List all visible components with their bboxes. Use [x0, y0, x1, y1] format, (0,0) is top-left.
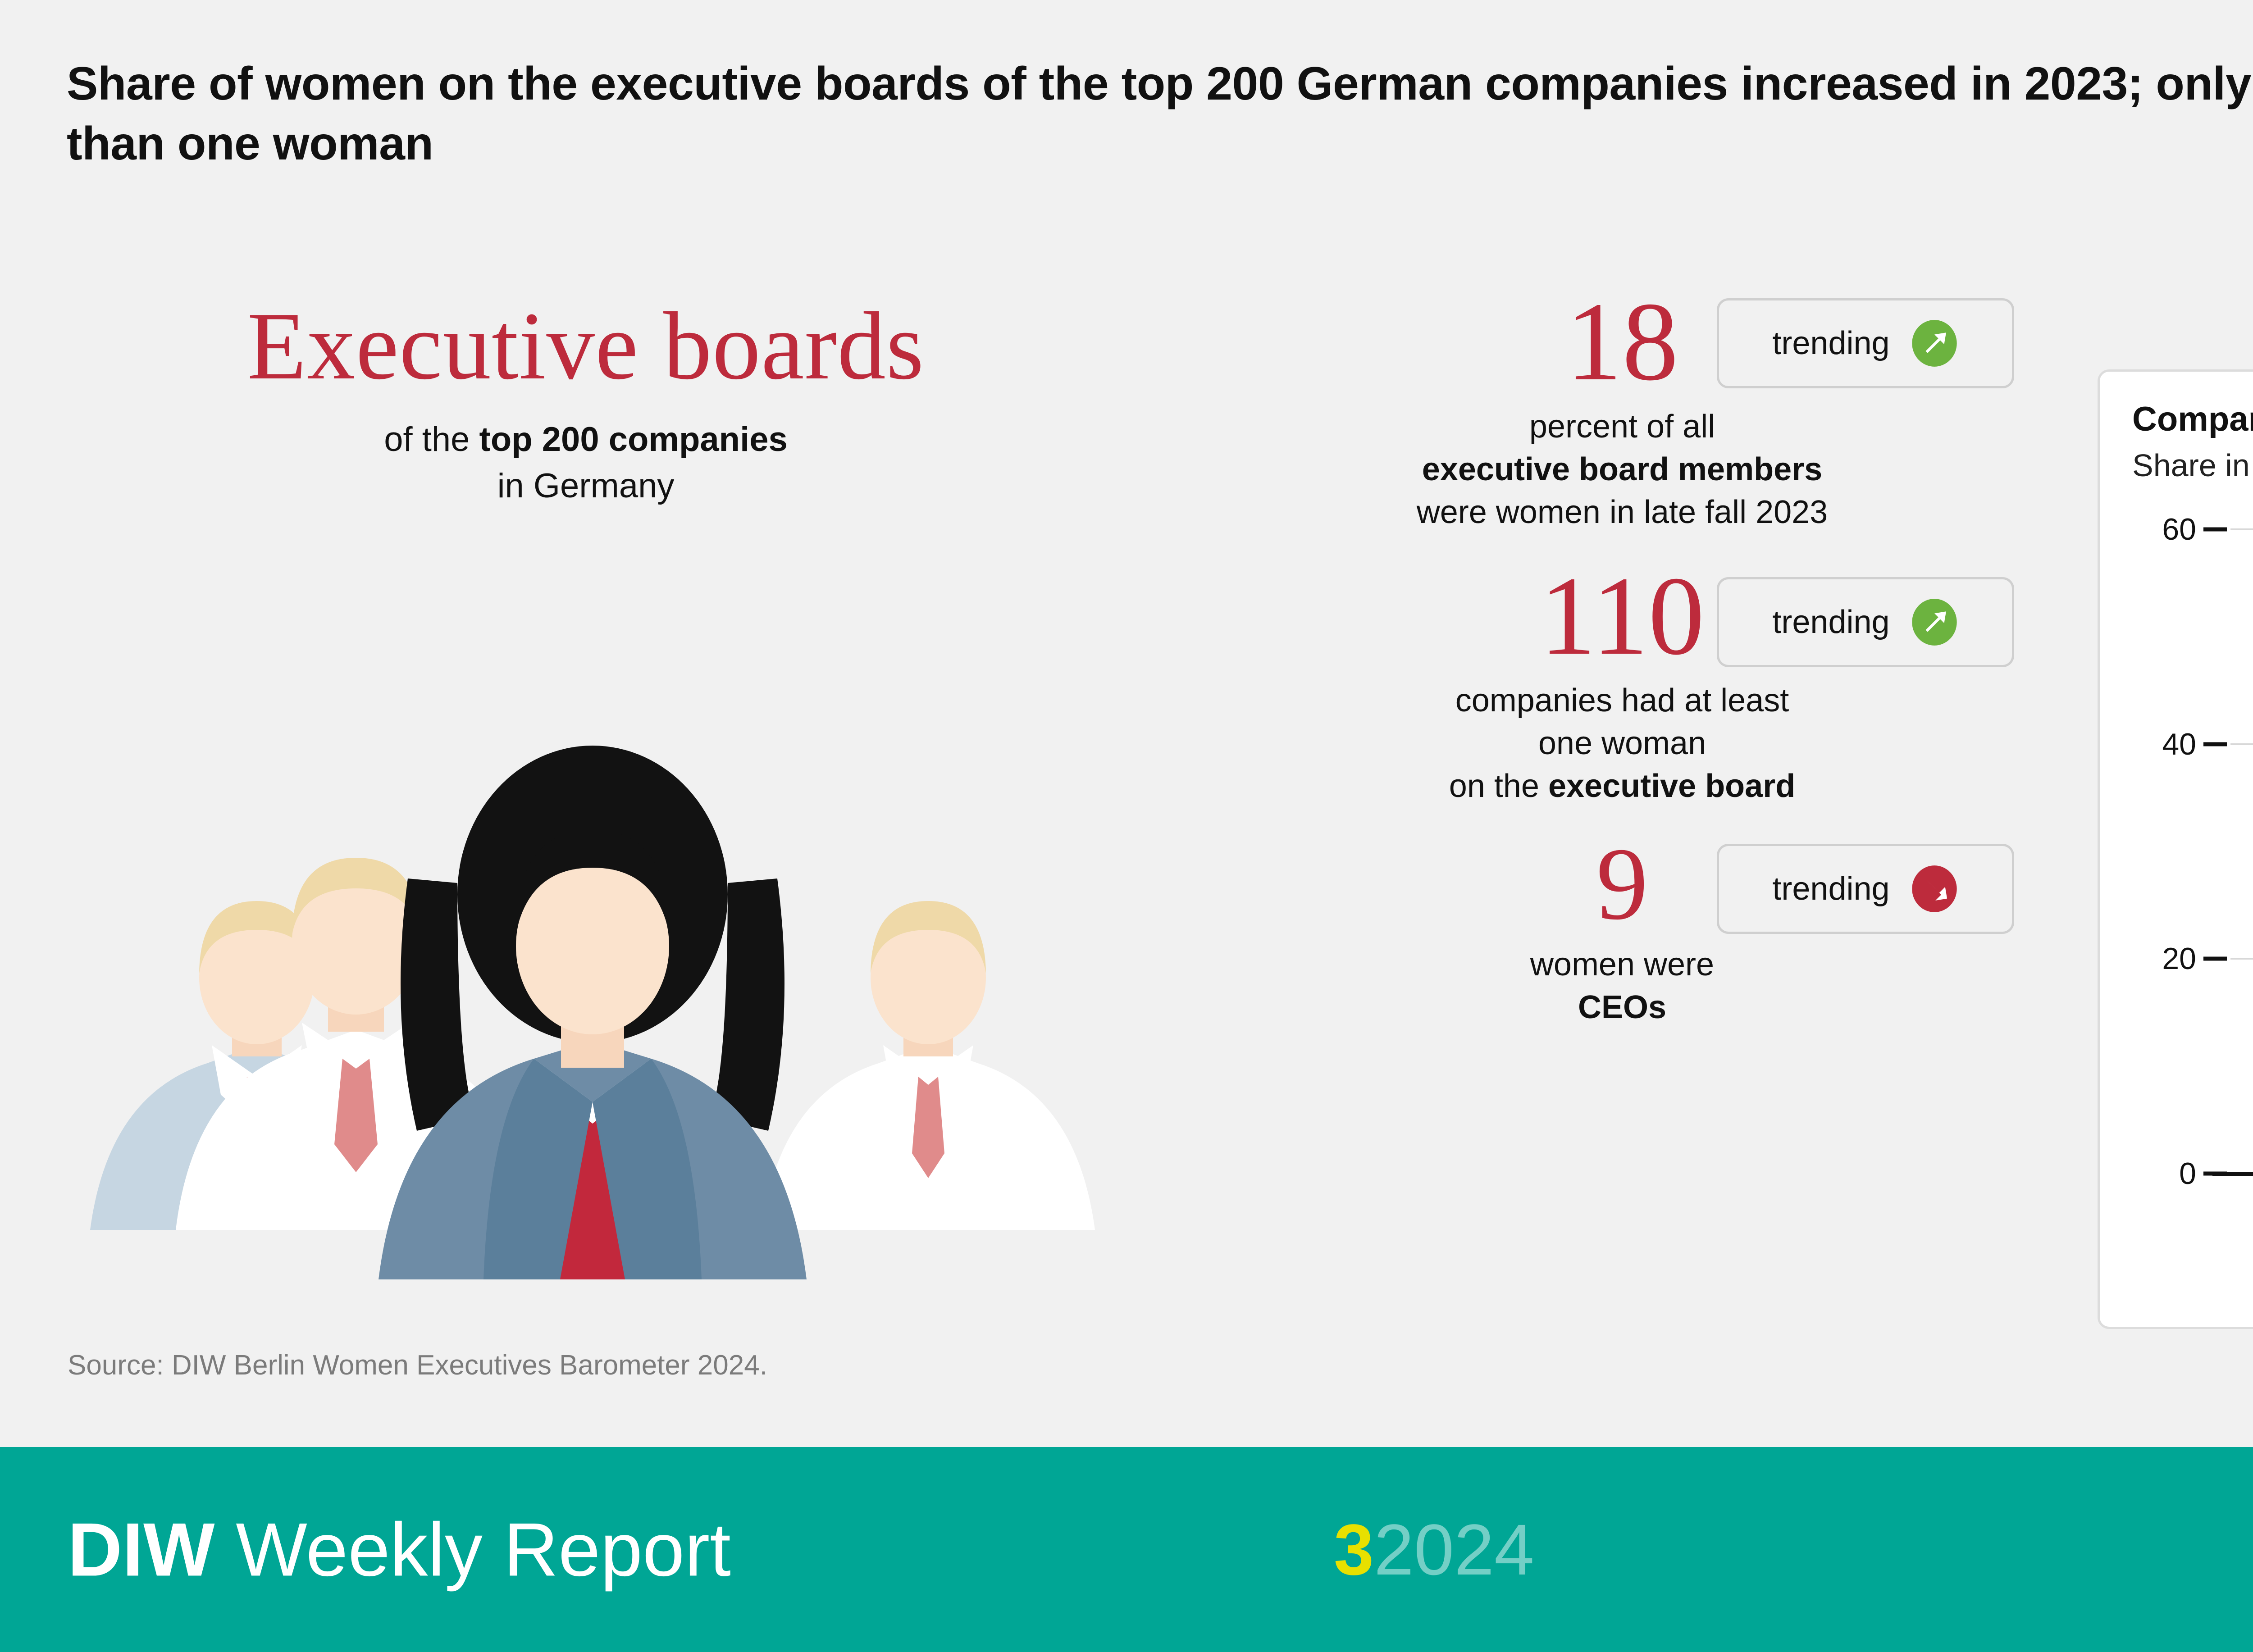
- trending-badge-9-label: trending: [1772, 871, 1890, 907]
- chart-gridline: [2230, 743, 2253, 745]
- subtitle-bold: top 200 companies: [479, 420, 788, 459]
- y-tick-mark: [2203, 956, 2227, 961]
- left-column: Executive boards of the top 200 companie…: [0, 297, 1172, 509]
- footer-brand-diw: DIW: [68, 1507, 215, 1592]
- footer-bar: DIW Weekly Report 32024 DIW BERLIN: [0, 1447, 2253, 1652]
- stat-110-line1: companies had at least: [1455, 683, 1789, 719]
- stat-9-line1: women were: [1530, 946, 1715, 983]
- stat-110-line3-bold: executive board: [1548, 768, 1796, 805]
- stat-number-9: 9: [1596, 826, 1648, 942]
- chart-gridline: [2230, 528, 2253, 530]
- stat-18-line2: executive board members: [1422, 451, 1823, 487]
- stat-block-companies: 110 companies had at least one woman on …: [1181, 553, 2064, 808]
- bar-group: 0: [2230, 529, 2253, 1174]
- chart-plot-area: 02040600123456 women: [2162, 512, 2253, 1191]
- chart-title: Companies by number of women on the exec…: [2132, 400, 2253, 438]
- trending-badge-110[interactable]: trending: [1717, 577, 2014, 667]
- trending-badge-110-label: trending: [1772, 604, 1890, 640]
- stat-block-percent: 18 percent of all executive board member…: [1181, 279, 2064, 534]
- stat-number-110: 110: [1540, 553, 1705, 678]
- stat-text-110: companies had at least one woman on the …: [1181, 679, 2064, 808]
- trending-badge-18-label: trending: [1772, 325, 1890, 361]
- chart-subtitle: Share in percent: [2132, 448, 2253, 483]
- stat-110-line3-pre: on the: [1449, 768, 1548, 805]
- stat-18-line3: were women in late fall 2023: [1416, 494, 1828, 530]
- chart-gridline: [2230, 958, 2253, 960]
- stat-110-line2: one woman: [1538, 725, 1706, 762]
- issue-year: 2024: [1373, 1509, 1534, 1590]
- y-tick-label: 20: [2162, 942, 2196, 976]
- page-headline: Share of women on the executive boards o…: [67, 58, 2253, 170]
- issue-number: 3: [1334, 1509, 1374, 1590]
- center-stats-column: 18 percent of all executive board member…: [1181, 279, 2064, 1029]
- y-tick-mark: [2203, 527, 2227, 532]
- issue-identifier: 32024: [1334, 1508, 1534, 1591]
- trending-badge-9[interactable]: trending: [1717, 844, 2014, 934]
- stat-9-line2: CEOs: [1578, 989, 1667, 1025]
- subtitle-line2: in Germany: [497, 466, 675, 505]
- stat-text-9: women were CEOs: [1181, 943, 2064, 1029]
- stat-block-ceos: 9 women were CEOs trending: [1181, 826, 2064, 1029]
- source-note: Source: DIW Berlin Women Executives Baro…: [68, 1350, 767, 1381]
- stat-text-18: percent of all executive board members w…: [1181, 405, 2064, 534]
- y-tick-label: 40: [2162, 727, 2196, 761]
- person-far-right-icon: [762, 901, 1095, 1230]
- trending-down-icon: [1911, 865, 1957, 913]
- trending-badge-18[interactable]: trending: [1717, 298, 2014, 388]
- footer-brand-rest: Weekly Report: [214, 1507, 731, 1592]
- x-tick-label: 0: [2230, 1189, 2253, 1225]
- chart-card: Companies by number of women on the exec…: [2098, 369, 2253, 1329]
- executive-board-people-illustration: [90, 746, 1095, 1279]
- person-center-woman-icon: [379, 746, 807, 1279]
- y-tick-label: 0: [2179, 1156, 2196, 1191]
- stat-number-18: 18: [1566, 279, 1678, 404]
- executive-boards-subtitle: of the top 200 companies in Germany: [0, 417, 1172, 509]
- trending-up-icon: [1911, 598, 1957, 646]
- y-tick-mark: [2203, 1171, 2227, 1176]
- executive-boards-title: Executive boards: [247, 292, 925, 400]
- trending-up-icon: [1911, 320, 1957, 367]
- y-tick-mark: [2203, 742, 2227, 746]
- chart-x-axis-line: [2212, 1172, 2253, 1176]
- footer-brand: DIW Weekly Report: [68, 1506, 731, 1593]
- stat-18-line1: percent of all: [1529, 408, 1715, 445]
- subtitle-prefix: of the: [384, 420, 479, 459]
- y-tick-label: 60: [2162, 512, 2196, 546]
